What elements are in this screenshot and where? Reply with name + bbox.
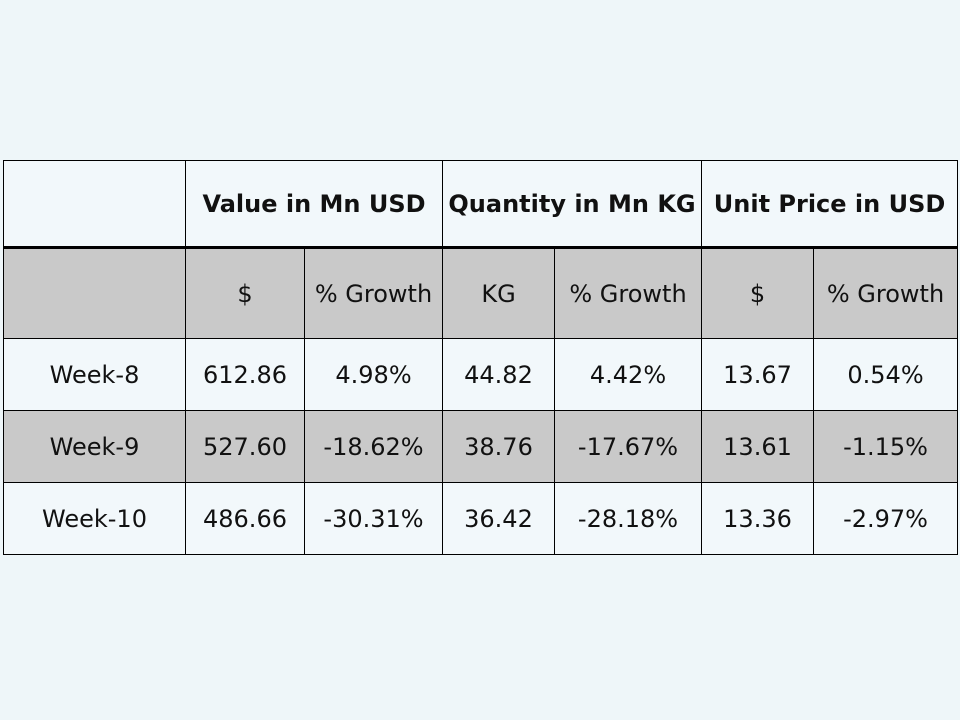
header-value-in-mn-usd: Value in Mn USD (185, 160, 443, 249)
value-cell: 486.66 (185, 482, 305, 555)
sub-header-price-dollar: $ (701, 247, 815, 339)
value-growth-cell: -18.62% (304, 410, 443, 483)
value-cell: 612.86 (185, 338, 305, 411)
sub-header-qty-kg: KG (442, 247, 555, 339)
table-row: Week-8 612.86 4.98% 44.82 4.42% 13.67 0.… (3, 338, 959, 411)
table-row: Week-10 486.66 -30.31% 36.42 -28.18% 13.… (3, 482, 959, 555)
weekly-data-table: Value in Mn USD Quantity in Mn KG Unit P… (3, 160, 959, 555)
sub-header-empty (3, 247, 186, 339)
value-growth-cell: -30.31% (304, 482, 443, 555)
header-quantity-in-mn-kg: Quantity in Mn KG (441, 160, 703, 249)
price-cell: 13.36 (701, 482, 815, 555)
corner-cell (3, 160, 186, 249)
sub-header-value-growth: % Growth (304, 247, 443, 339)
price-growth-cell: -2.97% (813, 482, 959, 555)
sub-header-price-growth: % Growth (813, 247, 959, 339)
group-header-row: Value in Mn USD Quantity in Mn KG Unit P… (3, 160, 959, 249)
qty-growth-cell: 4.42% (553, 338, 703, 411)
price-growth-cell: -1.15% (813, 410, 959, 483)
qty-cell: 44.82 (442, 338, 555, 411)
qty-growth-cell: -28.18% (553, 482, 703, 555)
sub-header-qty-growth: % Growth (553, 247, 703, 339)
header-unit-price-in-usd: Unit Price in USD (701, 160, 959, 249)
week-label: Week-10 (3, 482, 186, 555)
price-cell: 13.67 (701, 338, 815, 411)
qty-cell: 36.42 (442, 482, 555, 555)
table-row: Week-9 527.60 -18.62% 38.76 -17.67% 13.6… (3, 410, 959, 483)
price-growth-cell: 0.54% (813, 338, 959, 411)
sub-header-row: $ % Growth KG % Growth $ % Growth (3, 247, 959, 339)
qty-growth-cell: -17.67% (553, 410, 703, 483)
sub-header-value-dollar: $ (185, 247, 305, 339)
price-cell: 13.61 (701, 410, 815, 483)
value-cell: 527.60 (185, 410, 305, 483)
qty-cell: 38.76 (442, 410, 555, 483)
week-label: Week-8 (3, 338, 186, 411)
week-label: Week-9 (3, 410, 186, 483)
value-growth-cell: 4.98% (304, 338, 443, 411)
